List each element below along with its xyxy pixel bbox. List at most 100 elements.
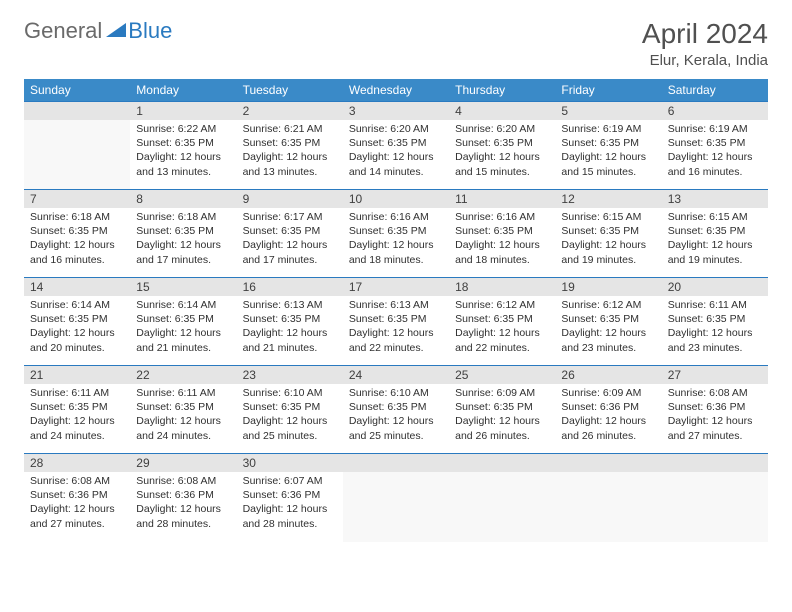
daylight-text: Daylight: 12 hours and 21 minutes. [243, 326, 337, 354]
daylight-text: Daylight: 12 hours and 15 minutes. [455, 150, 549, 178]
daylight-text: Daylight: 12 hours and 18 minutes. [455, 238, 549, 266]
daylight-text: Daylight: 12 hours and 23 minutes. [668, 326, 762, 354]
calendar-day-cell: 3Sunrise: 6:20 AMSunset: 6:35 PMDaylight… [343, 102, 449, 190]
day-number: 3 [343, 102, 449, 120]
sunrise-text: Sunrise: 6:14 AM [30, 298, 124, 312]
empty-daynum-strip [662, 454, 768, 472]
daylight-text: Daylight: 12 hours and 21 minutes. [136, 326, 230, 354]
sunrise-text: Sunrise: 6:12 AM [455, 298, 549, 312]
calendar-day-cell: 27Sunrise: 6:08 AMSunset: 6:36 PMDayligh… [662, 366, 768, 454]
sunrise-text: Sunrise: 6:09 AM [455, 386, 549, 400]
sunset-text: Sunset: 6:36 PM [30, 488, 124, 502]
day-details: Sunrise: 6:14 AMSunset: 6:35 PMDaylight:… [24, 296, 130, 361]
daylight-text: Daylight: 12 hours and 18 minutes. [349, 238, 443, 266]
day-details: Sunrise: 6:13 AMSunset: 6:35 PMDaylight:… [237, 296, 343, 361]
calendar-header-row: SundayMondayTuesdayWednesdayThursdayFrid… [24, 79, 768, 102]
calendar-day-cell: 19Sunrise: 6:12 AMSunset: 6:35 PMDayligh… [555, 278, 661, 366]
calendar-day-cell: 26Sunrise: 6:09 AMSunset: 6:36 PMDayligh… [555, 366, 661, 454]
sunset-text: Sunset: 6:35 PM [561, 312, 655, 326]
calendar-day-cell: 9Sunrise: 6:17 AMSunset: 6:35 PMDaylight… [237, 190, 343, 278]
daylight-text: Daylight: 12 hours and 24 minutes. [30, 414, 124, 442]
calendar-day-cell: 13Sunrise: 6:15 AMSunset: 6:35 PMDayligh… [662, 190, 768, 278]
day-details: Sunrise: 6:19 AMSunset: 6:35 PMDaylight:… [555, 120, 661, 185]
sunset-text: Sunset: 6:35 PM [136, 224, 230, 238]
calendar-empty-cell [343, 454, 449, 542]
daylight-text: Daylight: 12 hours and 13 minutes. [136, 150, 230, 178]
day-details: Sunrise: 6:11 AMSunset: 6:35 PMDaylight:… [24, 384, 130, 449]
day-header-friday: Friday [555, 79, 661, 102]
calendar-table: SundayMondayTuesdayWednesdayThursdayFrid… [24, 79, 768, 542]
day-details: Sunrise: 6:18 AMSunset: 6:35 PMDaylight:… [24, 208, 130, 273]
sunset-text: Sunset: 6:35 PM [455, 224, 549, 238]
daylight-text: Daylight: 12 hours and 19 minutes. [668, 238, 762, 266]
sunrise-text: Sunrise: 6:19 AM [668, 122, 762, 136]
calendar-day-cell: 16Sunrise: 6:13 AMSunset: 6:35 PMDayligh… [237, 278, 343, 366]
calendar-day-cell: 7Sunrise: 6:18 AMSunset: 6:35 PMDaylight… [24, 190, 130, 278]
daylight-text: Daylight: 12 hours and 19 minutes. [561, 238, 655, 266]
day-details: Sunrise: 6:08 AMSunset: 6:36 PMDaylight:… [662, 384, 768, 449]
day-details: Sunrise: 6:09 AMSunset: 6:36 PMDaylight:… [555, 384, 661, 449]
calendar-day-cell: 12Sunrise: 6:15 AMSunset: 6:35 PMDayligh… [555, 190, 661, 278]
sunrise-text: Sunrise: 6:16 AM [455, 210, 549, 224]
sunrise-text: Sunrise: 6:08 AM [668, 386, 762, 400]
day-number: 16 [237, 278, 343, 296]
sunset-text: Sunset: 6:36 PM [136, 488, 230, 502]
calendar-week-row: 1Sunrise: 6:22 AMSunset: 6:35 PMDaylight… [24, 102, 768, 190]
sunrise-text: Sunrise: 6:22 AM [136, 122, 230, 136]
day-number: 6 [662, 102, 768, 120]
daylight-text: Daylight: 12 hours and 13 minutes. [243, 150, 337, 178]
day-number: 30 [237, 454, 343, 472]
day-number: 13 [662, 190, 768, 208]
empty-daynum-strip [449, 454, 555, 472]
day-details: Sunrise: 6:19 AMSunset: 6:35 PMDaylight:… [662, 120, 768, 185]
day-number: 7 [24, 190, 130, 208]
sunrise-text: Sunrise: 6:08 AM [136, 474, 230, 488]
day-header-saturday: Saturday [662, 79, 768, 102]
sunset-text: Sunset: 6:35 PM [349, 312, 443, 326]
calendar-day-cell: 25Sunrise: 6:09 AMSunset: 6:35 PMDayligh… [449, 366, 555, 454]
empty-daynum-strip [24, 102, 130, 120]
sunset-text: Sunset: 6:35 PM [455, 400, 549, 414]
calendar-week-row: 21Sunrise: 6:11 AMSunset: 6:35 PMDayligh… [24, 366, 768, 454]
day-number: 2 [237, 102, 343, 120]
day-number: 29 [130, 454, 236, 472]
day-details: Sunrise: 6:07 AMSunset: 6:36 PMDaylight:… [237, 472, 343, 537]
day-details: Sunrise: 6:21 AMSunset: 6:35 PMDaylight:… [237, 120, 343, 185]
logo-triangle-icon [106, 21, 126, 42]
calendar-day-cell: 20Sunrise: 6:11 AMSunset: 6:35 PMDayligh… [662, 278, 768, 366]
sunrise-text: Sunrise: 6:10 AM [243, 386, 337, 400]
sunset-text: Sunset: 6:35 PM [668, 224, 762, 238]
daylight-text: Daylight: 12 hours and 22 minutes. [455, 326, 549, 354]
daylight-text: Daylight: 12 hours and 22 minutes. [349, 326, 443, 354]
sunset-text: Sunset: 6:35 PM [243, 312, 337, 326]
day-number: 15 [130, 278, 236, 296]
day-number: 19 [555, 278, 661, 296]
day-details: Sunrise: 6:11 AMSunset: 6:35 PMDaylight:… [130, 384, 236, 449]
sunset-text: Sunset: 6:36 PM [561, 400, 655, 414]
sunrise-text: Sunrise: 6:14 AM [136, 298, 230, 312]
sunrise-text: Sunrise: 6:12 AM [561, 298, 655, 312]
sunrise-text: Sunrise: 6:18 AM [136, 210, 230, 224]
logo-text-general: General [24, 18, 102, 44]
day-details: Sunrise: 6:15 AMSunset: 6:35 PMDaylight:… [555, 208, 661, 273]
sunrise-text: Sunrise: 6:11 AM [136, 386, 230, 400]
calendar-day-cell: 14Sunrise: 6:14 AMSunset: 6:35 PMDayligh… [24, 278, 130, 366]
sunset-text: Sunset: 6:36 PM [243, 488, 337, 502]
calendar-day-cell: 2Sunrise: 6:21 AMSunset: 6:35 PMDaylight… [237, 102, 343, 190]
sunrise-text: Sunrise: 6:13 AM [349, 298, 443, 312]
calendar-day-cell: 4Sunrise: 6:20 AMSunset: 6:35 PMDaylight… [449, 102, 555, 190]
sunset-text: Sunset: 6:35 PM [243, 400, 337, 414]
sunrise-text: Sunrise: 6:20 AM [455, 122, 549, 136]
calendar-day-cell: 15Sunrise: 6:14 AMSunset: 6:35 PMDayligh… [130, 278, 236, 366]
day-number: 14 [24, 278, 130, 296]
day-details: Sunrise: 6:08 AMSunset: 6:36 PMDaylight:… [24, 472, 130, 537]
sunrise-text: Sunrise: 6:11 AM [668, 298, 762, 312]
daylight-text: Daylight: 12 hours and 26 minutes. [561, 414, 655, 442]
day-details: Sunrise: 6:14 AMSunset: 6:35 PMDaylight:… [130, 296, 236, 361]
day-details: Sunrise: 6:10 AMSunset: 6:35 PMDaylight:… [343, 384, 449, 449]
calendar-week-row: 7Sunrise: 6:18 AMSunset: 6:35 PMDaylight… [24, 190, 768, 278]
daylight-text: Daylight: 12 hours and 14 minutes. [349, 150, 443, 178]
day-details: Sunrise: 6:17 AMSunset: 6:35 PMDaylight:… [237, 208, 343, 273]
day-number: 26 [555, 366, 661, 384]
day-number: 1 [130, 102, 236, 120]
